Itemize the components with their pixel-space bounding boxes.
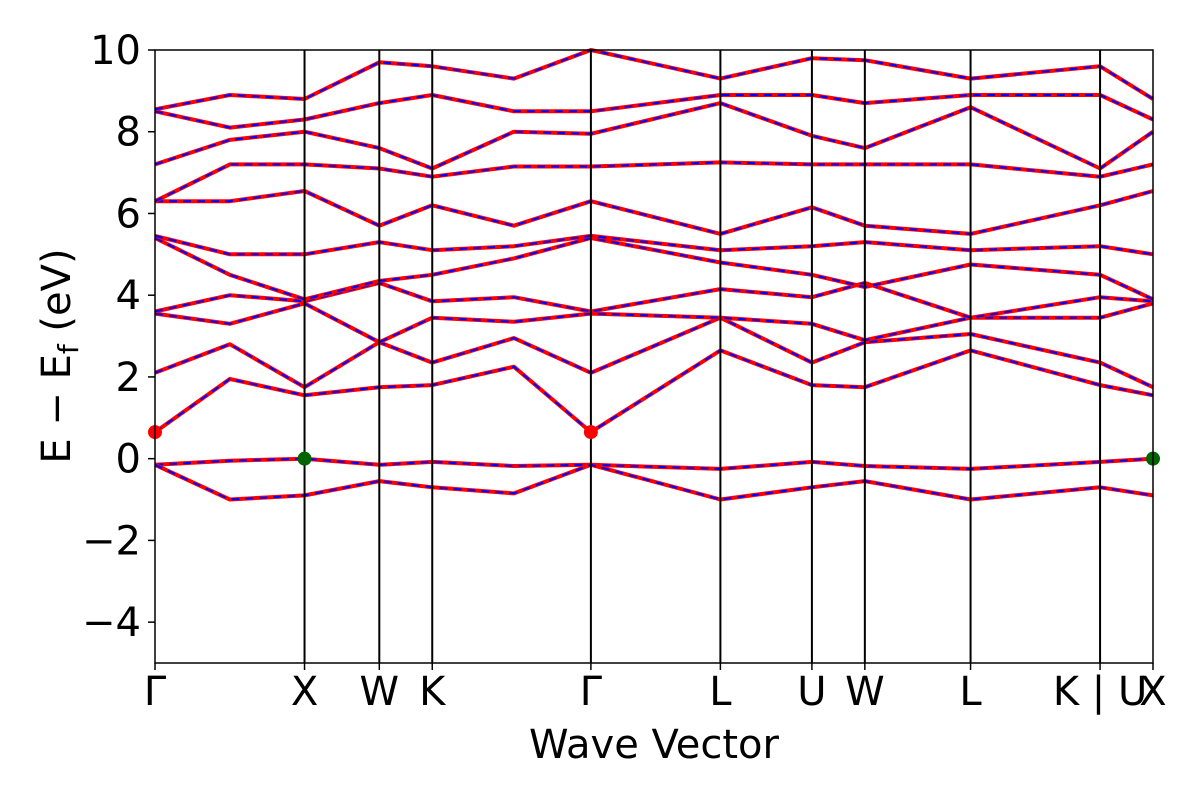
y-tick-label: −2	[82, 518, 141, 564]
x-tick-label: W	[845, 669, 885, 715]
cbm-marker	[583, 425, 598, 440]
y-axis-title: E − Ef (eV)	[34, 248, 85, 463]
y-axis-title-main: E − E	[34, 354, 80, 464]
x-tick-label: X	[1139, 669, 1166, 715]
y-axis-title-subscript: f	[52, 343, 85, 354]
y-tick-label: −4	[82, 600, 141, 646]
y-tick-label: 4	[116, 273, 141, 319]
kpoint-lines	[303, 50, 1102, 663]
y-tick-label: 8	[116, 110, 141, 156]
plot-frame	[154, 49, 1154, 664]
x-tick-label: X	[291, 669, 318, 715]
x-tick-label: L	[709, 669, 732, 715]
x-tick-label: K | U	[1053, 669, 1147, 715]
x-axis-title: Wave Vector	[529, 722, 780, 768]
x-tick-label: Γ	[580, 669, 603, 715]
x-tick-label: L	[959, 669, 982, 715]
y-axis-title-unit: (eV)	[34, 248, 80, 344]
x-tick-label: Γ	[144, 669, 167, 715]
y-tick-label: 6	[116, 191, 141, 237]
x-tick-label: W	[360, 669, 400, 715]
x-tick-label: U	[797, 669, 826, 715]
y-tick-label: 10	[90, 28, 141, 74]
y-tick-label: 0	[116, 437, 141, 483]
y-axis-ticks: −4 −2 0 2 4 6 8 10	[82, 28, 155, 646]
x-tick-label: K	[419, 669, 447, 715]
y-tick-label: 2	[116, 355, 141, 401]
vbm-marker	[297, 451, 312, 466]
